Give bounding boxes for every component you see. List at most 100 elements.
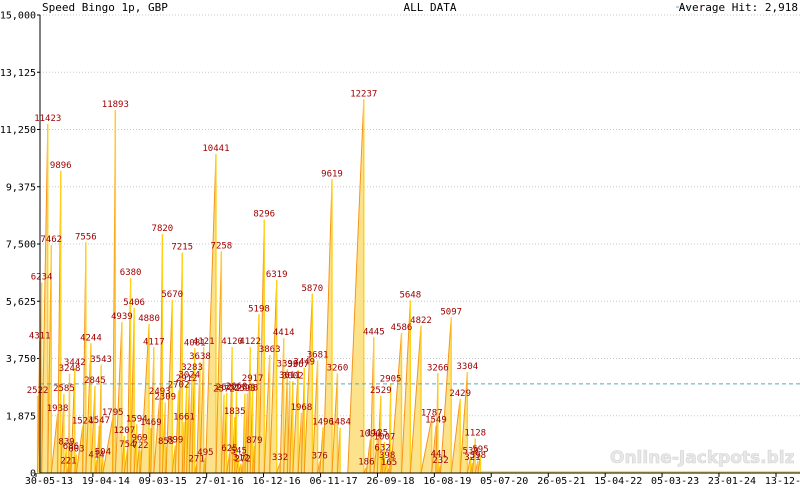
data-label: 2572 xyxy=(213,384,235,394)
hit-rise-line xyxy=(75,426,84,474)
data-label: 5870 xyxy=(301,284,323,294)
data-label: 5097 xyxy=(440,307,462,317)
hit-rise-line xyxy=(331,373,338,474)
data-label: 7556 xyxy=(75,232,97,242)
legend-average-label: Average Hit: 2,918 xyxy=(679,1,798,14)
data-label: 2593 xyxy=(234,384,256,394)
data-label: 9619 xyxy=(321,169,343,179)
y-tick-label: 9,375 xyxy=(6,182,36,193)
data-label: 398 xyxy=(470,451,486,461)
data-label: 232 xyxy=(432,456,448,466)
data-label: 414 xyxy=(88,450,104,460)
data-label: 3304 xyxy=(457,362,479,372)
data-label: 1125 xyxy=(366,429,388,439)
data-label: 4081 xyxy=(184,338,206,348)
data-label: 545 xyxy=(231,446,247,456)
data-label: 12237 xyxy=(350,89,377,99)
data-label: 1547 xyxy=(88,416,110,426)
data-label: 186 xyxy=(358,457,374,467)
data-label: 4414 xyxy=(273,328,295,338)
x-tick-label: 23-01-24 xyxy=(708,476,756,487)
data-label: 441 xyxy=(431,450,447,460)
data-label: 4122 xyxy=(239,337,261,347)
y-tick-label: 11,250 xyxy=(0,125,36,136)
hit-rise-line xyxy=(292,370,299,474)
data-label: 625 xyxy=(221,444,237,454)
hit-rise-line xyxy=(253,314,260,474)
data-label: 321 xyxy=(464,453,480,463)
hit-rise-line xyxy=(450,398,461,474)
data-label: 4586 xyxy=(391,323,413,333)
hit-rise-line xyxy=(311,360,319,474)
hit-rise-line xyxy=(303,293,313,474)
data-label: 1835 xyxy=(224,407,246,417)
data-label: 495 xyxy=(197,448,213,458)
data-label: 312 xyxy=(233,453,249,463)
data-label: 271 xyxy=(189,455,205,465)
data-label: 1938 xyxy=(47,404,69,414)
series-spikes xyxy=(36,99,482,474)
data-label: 5670 xyxy=(161,290,183,300)
data-label: 376 xyxy=(312,452,328,462)
y-tick-label: 1,875 xyxy=(6,411,36,422)
data-label: 1469 xyxy=(140,418,162,428)
x-tick-label: 05-07-20 xyxy=(480,476,528,487)
hit-rise-line xyxy=(401,300,411,474)
data-labels: 2522431162341142374621938989625858392213… xyxy=(27,89,489,468)
x-tick-label: 19-04-14 xyxy=(82,476,130,487)
data-label: 855 xyxy=(158,437,174,447)
data-label: 272 xyxy=(235,455,251,465)
x-tick-label: 26-09-18 xyxy=(366,476,414,487)
hit-rise-line xyxy=(347,99,365,474)
data-label: 2702 xyxy=(168,380,190,390)
data-label: 504 xyxy=(95,448,111,458)
data-label: 3367 xyxy=(287,360,309,370)
data-label: 7215 xyxy=(171,243,193,253)
data-label: 4880 xyxy=(138,314,160,324)
data-label: 1787 xyxy=(421,408,443,418)
data-label: 1968 xyxy=(291,403,313,413)
data-label: 2522 xyxy=(27,386,49,396)
data-label: 3543 xyxy=(90,355,112,365)
data-label: 4120 xyxy=(221,337,243,347)
data-label: 1007 xyxy=(374,432,396,442)
data-label: 3011 xyxy=(279,371,301,381)
data-label: 632 xyxy=(374,444,390,454)
data-label: 1128 xyxy=(464,429,486,439)
data-label: 4117 xyxy=(143,337,165,347)
data-label: 2917 xyxy=(242,374,264,384)
hit-rise-line xyxy=(322,179,333,474)
chart-subtitle: ALL DATA xyxy=(404,1,457,14)
data-label: 1090 xyxy=(359,430,381,440)
data-label: 899 xyxy=(167,436,183,446)
data-label: 3442 xyxy=(64,358,86,368)
data-label: 1594 xyxy=(126,414,148,424)
data-label: 6380 xyxy=(120,268,142,278)
data-label: 2493 xyxy=(149,387,171,397)
x-tick-label: 26-05-21 xyxy=(537,476,585,487)
data-label: 165 xyxy=(381,458,397,468)
data-label: 969 xyxy=(131,433,147,443)
hit-rise-line xyxy=(431,425,437,474)
data-label: 1207 xyxy=(113,426,135,436)
data-label: 8296 xyxy=(253,210,275,220)
data-label: 5648 xyxy=(399,291,421,301)
data-label: 3681 xyxy=(307,351,329,361)
y-tick-label: 5,625 xyxy=(6,297,36,308)
data-label: 10441 xyxy=(202,144,229,154)
data-label: 3248 xyxy=(59,364,81,374)
hit-rise-line xyxy=(165,299,173,474)
x-tick-label: 27-01-16 xyxy=(196,476,244,487)
hit-rise-line xyxy=(41,124,49,474)
data-label: 3024 xyxy=(178,371,200,381)
data-label: 11423 xyxy=(34,114,61,124)
x-tick-label: 13-12-24 xyxy=(765,476,800,487)
data-label: 332 xyxy=(272,453,288,463)
data-label: 1549 xyxy=(425,416,447,426)
data-label: 2608 xyxy=(237,383,259,393)
data-label: 7462 xyxy=(40,235,62,245)
x-tick-label: 16-12-16 xyxy=(252,476,300,487)
data-label: 539 xyxy=(463,447,479,457)
data-label: 3396 xyxy=(277,359,299,369)
